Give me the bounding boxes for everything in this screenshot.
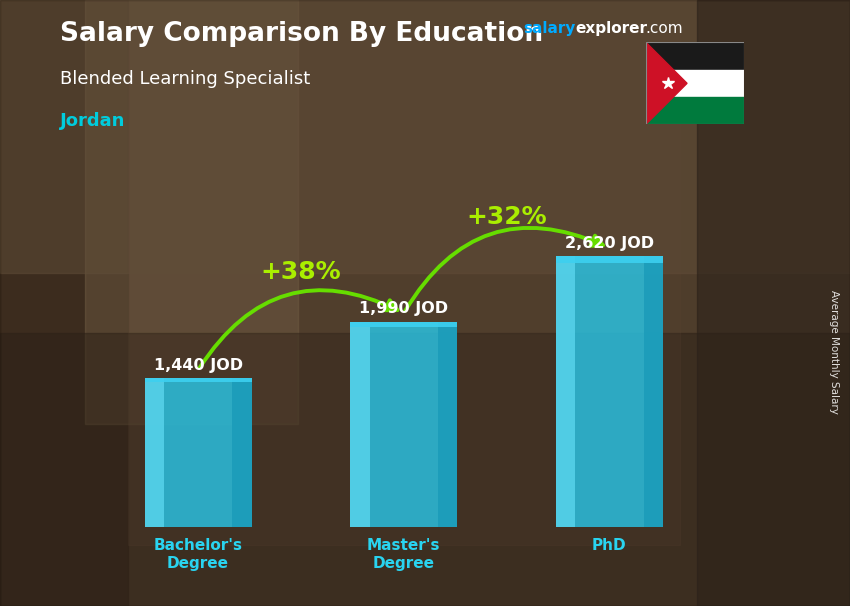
Text: 1,440 JOD: 1,440 JOD bbox=[154, 358, 242, 373]
Text: +38%: +38% bbox=[261, 260, 341, 284]
Bar bbox=[350, 322, 457, 327]
Text: 2,620 JOD: 2,620 JOD bbox=[565, 236, 654, 251]
Bar bbox=[350, 322, 457, 527]
Bar bbox=[646, 97, 744, 124]
Bar bbox=[144, 378, 252, 382]
Text: Blended Learning Specialist: Blended Learning Specialist bbox=[60, 70, 309, 88]
Text: Jordan: Jordan bbox=[60, 112, 125, 130]
Bar bbox=[697, 0, 850, 606]
Text: 1,990 JOD: 1,990 JOD bbox=[360, 301, 448, 316]
Text: Salary Comparison By Education: Salary Comparison By Education bbox=[60, 21, 542, 47]
Bar bbox=[144, 378, 252, 527]
Polygon shape bbox=[646, 42, 687, 124]
Bar bbox=[643, 256, 663, 527]
Bar bbox=[556, 256, 575, 527]
Text: +32%: +32% bbox=[467, 205, 547, 229]
Text: salary: salary bbox=[523, 21, 575, 36]
Bar bbox=[232, 378, 252, 527]
Bar bbox=[85, 0, 298, 424]
Text: explorer: explorer bbox=[575, 21, 648, 36]
Bar bbox=[128, 30, 680, 545]
Text: .com: .com bbox=[645, 21, 683, 36]
Bar bbox=[646, 70, 744, 97]
Bar bbox=[0, 333, 850, 606]
Bar bbox=[556, 256, 663, 263]
Bar bbox=[556, 256, 663, 527]
Bar bbox=[0, 0, 128, 606]
Bar bbox=[0, 0, 850, 273]
Bar bbox=[438, 322, 457, 527]
Text: Average Monthly Salary: Average Monthly Salary bbox=[829, 290, 839, 413]
Bar bbox=[646, 42, 744, 70]
Bar bbox=[350, 322, 370, 527]
Bar bbox=[144, 378, 164, 527]
